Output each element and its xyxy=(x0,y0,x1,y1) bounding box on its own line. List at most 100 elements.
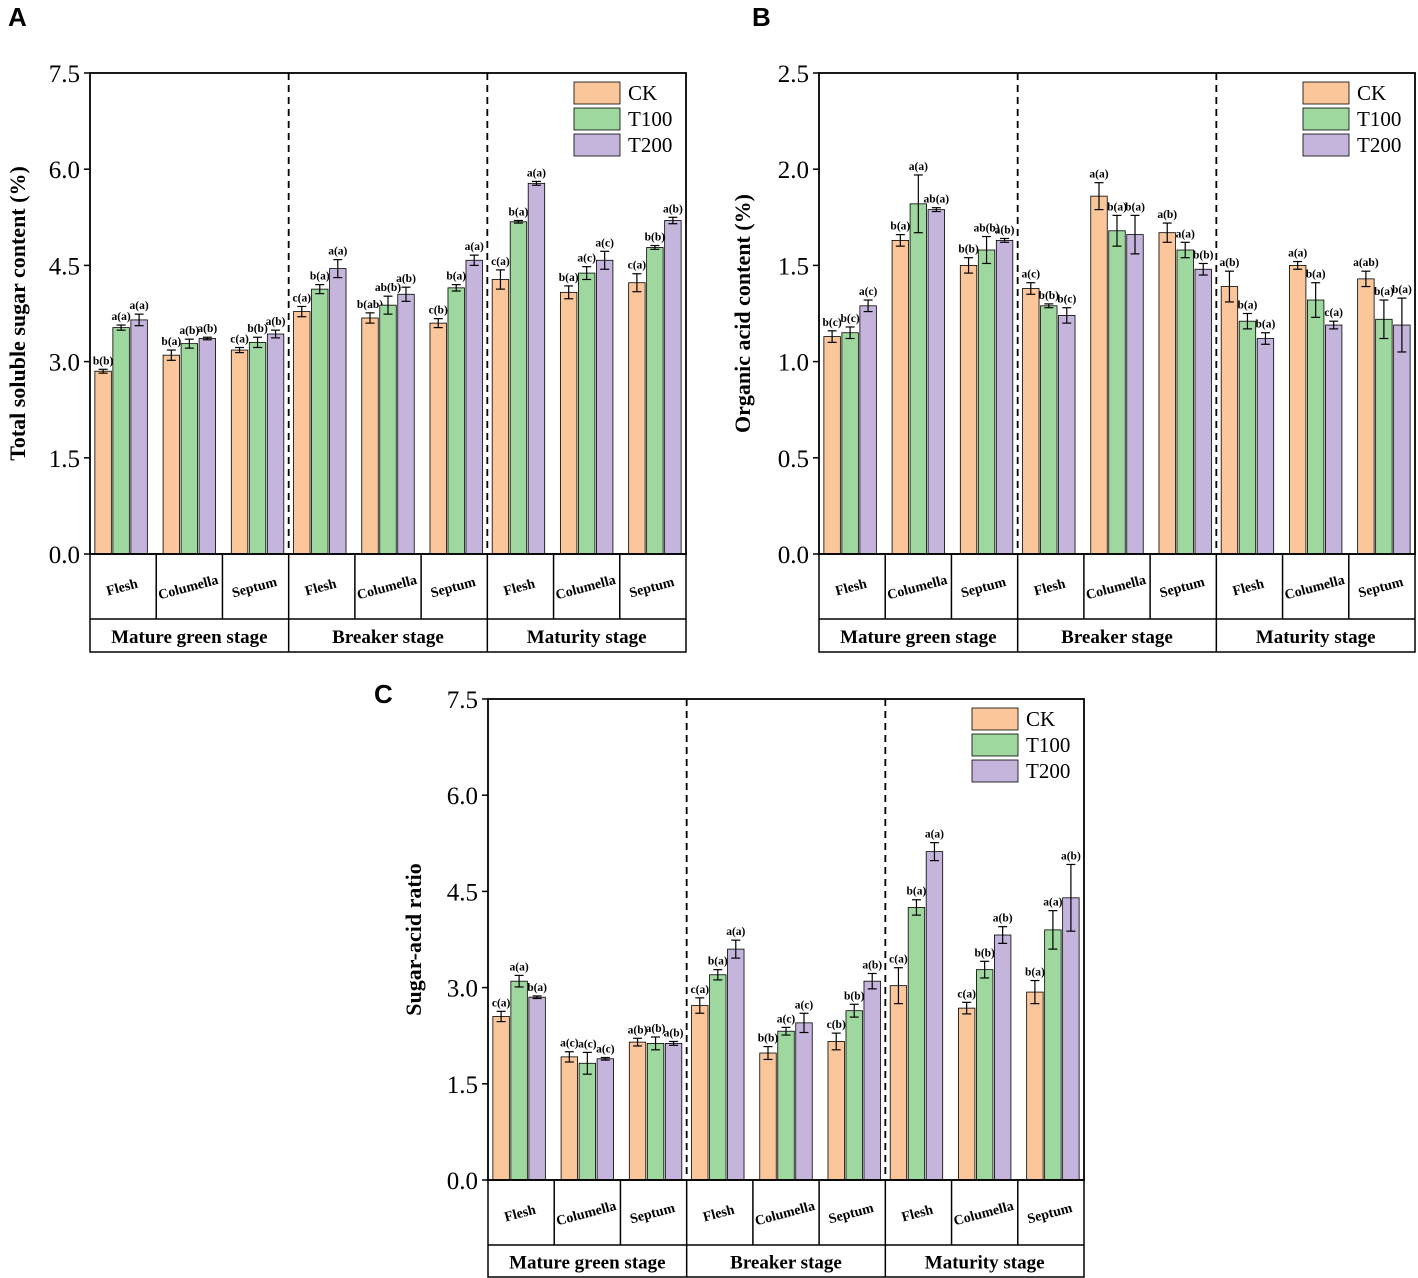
bar-t100 xyxy=(379,304,397,555)
tissue-label: Septum xyxy=(1357,575,1406,601)
significance-label: a(c) xyxy=(1022,269,1041,281)
y-tick-label: 7.5 xyxy=(49,61,80,88)
category-table xyxy=(487,1179,1085,1278)
significance-label: b(a) xyxy=(446,271,466,283)
stage-label: Maturity stage xyxy=(527,627,647,648)
stage-label: Breaker stage xyxy=(332,627,444,648)
y-tick-label: 2.5 xyxy=(778,61,809,88)
bar-ck xyxy=(492,1016,510,1181)
tissue-label: Flesh xyxy=(105,577,140,600)
significance-label: b(ab) xyxy=(357,299,383,311)
significance-label: a(c) xyxy=(577,253,596,265)
bar-t100 xyxy=(248,341,267,555)
tissue-label: Septum xyxy=(231,575,280,601)
category-table xyxy=(89,553,687,653)
significance-label: b(a) xyxy=(907,886,927,898)
tissue-label: Flesh xyxy=(1033,577,1068,600)
bar-t200 xyxy=(859,305,877,555)
significance-label: b(b) xyxy=(758,1033,779,1045)
significance-label: c(a) xyxy=(492,997,511,1009)
bar-ck xyxy=(1090,195,1108,555)
significance-label: a(a) xyxy=(1288,248,1307,260)
legend-label-t100: T100 xyxy=(1357,107,1401,131)
bar-t100 xyxy=(709,974,727,1181)
significance-label: a(b) xyxy=(628,1024,648,1036)
significance-label: a(b) xyxy=(862,959,882,971)
significance-label: a(c) xyxy=(578,1038,597,1050)
significance-label: c(a) xyxy=(691,984,710,996)
significance-label: a(a) xyxy=(1089,169,1108,181)
bar-ck xyxy=(293,311,311,555)
bar-t200 xyxy=(664,220,682,555)
legend-label-ck: CK xyxy=(628,81,657,105)
bar-t100 xyxy=(1307,299,1325,555)
tissue-label: Columella xyxy=(157,573,220,603)
y-tick-label: 0.0 xyxy=(447,1168,478,1195)
stage-label: Breaker stage xyxy=(730,1253,842,1274)
tissue-label: Columella xyxy=(886,573,949,603)
legend-label-ck: CK xyxy=(1026,707,1055,731)
bar-t200 xyxy=(795,1022,813,1181)
significance-label: c(a) xyxy=(491,256,510,268)
bar-ck xyxy=(162,354,180,555)
significance-label: b(a) xyxy=(559,272,579,284)
tissue-label: Columella xyxy=(952,1199,1015,1229)
bar-t200 xyxy=(1325,324,1343,555)
stage-label: Breaker stage xyxy=(1061,627,1173,648)
significance-label: a(a) xyxy=(527,167,546,179)
y-tick-label: 3.0 xyxy=(447,976,478,1003)
significance-label: b(a) xyxy=(509,207,529,219)
significance-label: a(a) xyxy=(465,241,484,253)
bar-t100 xyxy=(1375,318,1393,555)
legend-swatch-ck xyxy=(971,707,1019,731)
y-tick-label: 6.0 xyxy=(447,783,478,810)
bar-t200 xyxy=(1393,324,1411,555)
significance-label: b(a) xyxy=(1238,300,1258,312)
significance-label: ab(b) xyxy=(375,282,401,294)
legend-label-t100: T100 xyxy=(628,107,672,131)
significance-label: a(a) xyxy=(726,926,745,938)
tissue-label: Columella xyxy=(1084,573,1147,603)
significance-label: b(a) xyxy=(708,956,728,968)
bar-t100 xyxy=(646,247,664,555)
significance-label: b(a) xyxy=(1374,286,1394,298)
significance-label: c(b) xyxy=(429,305,448,317)
legend-label-t200: T200 xyxy=(628,133,672,157)
bar-ck xyxy=(889,985,908,1181)
bar-t100 xyxy=(841,332,859,555)
bar-t100 xyxy=(180,343,198,555)
bar-ck xyxy=(94,370,112,555)
legend-label-t100: T100 xyxy=(1026,733,1070,757)
y-tick-label: 0.0 xyxy=(49,542,80,569)
significance-label: b(a) xyxy=(1392,284,1412,296)
tissue-label: Septum xyxy=(827,1201,876,1227)
tissue-label: Columella xyxy=(555,1199,618,1229)
bar-ck xyxy=(429,322,447,555)
y-tick-label: 0.5 xyxy=(778,446,809,473)
significance-label: a(b) xyxy=(179,325,199,337)
bar-ck xyxy=(823,336,841,555)
bar-t100 xyxy=(777,1030,795,1181)
significance-label: a(b) xyxy=(396,273,416,285)
bar-t200 xyxy=(863,980,881,1181)
legend-label-t200: T200 xyxy=(1357,133,1401,157)
panel-letter: A xyxy=(8,2,27,32)
tissue-label: Flesh xyxy=(834,577,869,600)
panel-letter: B xyxy=(752,2,771,32)
bar-t200 xyxy=(1058,315,1076,555)
bar-t100 xyxy=(976,969,994,1181)
significance-label: a(b) xyxy=(197,323,217,335)
bar-t100 xyxy=(1044,929,1062,1181)
tissue-label: Columella xyxy=(355,573,418,603)
tissue-label: Septum xyxy=(429,575,478,601)
bar-t200 xyxy=(528,996,546,1181)
significance-label: a(b) xyxy=(266,316,286,328)
significance-label: b(b) xyxy=(958,244,979,256)
bar-t100 xyxy=(977,249,996,555)
bar-ck xyxy=(361,317,379,555)
bar-ck xyxy=(1357,278,1375,555)
bar-ck xyxy=(628,1041,647,1181)
significance-label: c(a) xyxy=(889,954,908,966)
